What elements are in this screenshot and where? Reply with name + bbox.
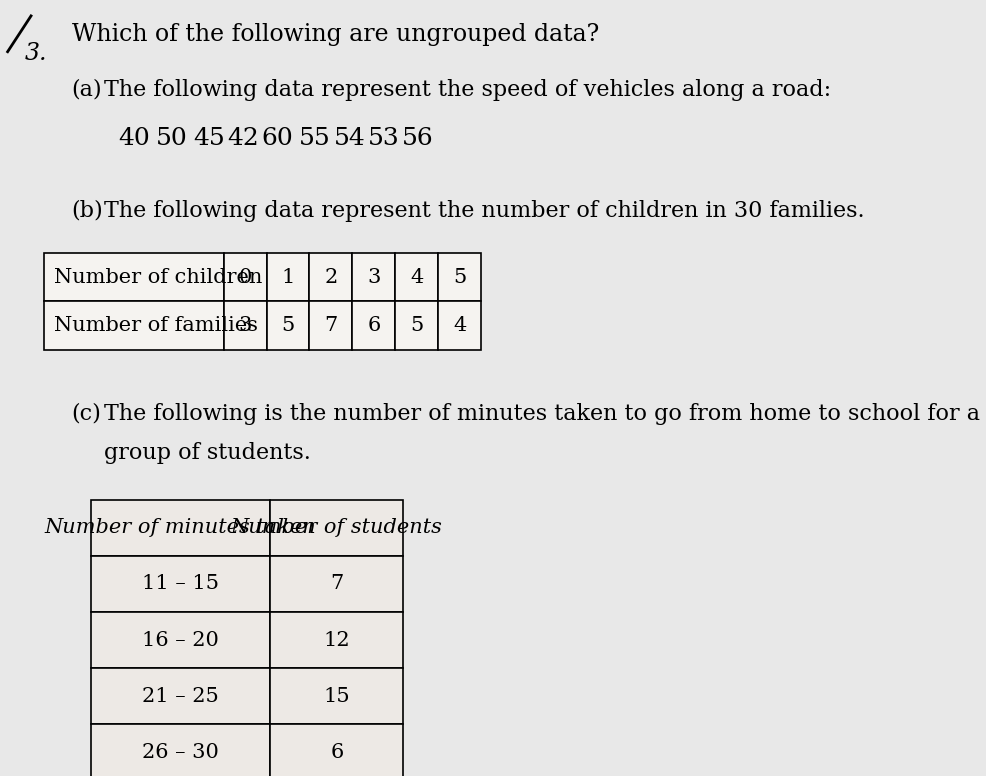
Text: 2: 2: [324, 268, 337, 286]
Text: 42: 42: [228, 127, 259, 151]
FancyBboxPatch shape: [270, 612, 403, 668]
Text: 3: 3: [239, 316, 251, 335]
FancyBboxPatch shape: [224, 301, 266, 350]
Text: Number of children: Number of children: [53, 268, 262, 286]
Text: 4: 4: [453, 316, 466, 335]
Text: 53: 53: [368, 127, 399, 151]
Text: 45: 45: [193, 127, 225, 151]
FancyBboxPatch shape: [224, 253, 266, 301]
Text: The following data represent the number of children in 30 families.: The following data represent the number …: [105, 199, 865, 222]
Text: 50: 50: [156, 127, 187, 151]
FancyBboxPatch shape: [438, 301, 481, 350]
FancyBboxPatch shape: [91, 724, 270, 776]
Text: (b): (b): [72, 199, 104, 222]
Text: 21 – 25: 21 – 25: [142, 687, 219, 705]
Text: 11 – 15: 11 – 15: [142, 574, 219, 594]
Text: Number of families: Number of families: [53, 316, 257, 335]
Text: 4: 4: [410, 268, 423, 286]
FancyBboxPatch shape: [91, 556, 270, 612]
FancyBboxPatch shape: [91, 668, 270, 724]
Text: 6: 6: [367, 316, 381, 335]
Text: 60: 60: [261, 127, 294, 151]
Text: 0: 0: [239, 268, 251, 286]
FancyBboxPatch shape: [270, 668, 403, 724]
FancyBboxPatch shape: [310, 301, 352, 350]
FancyBboxPatch shape: [352, 253, 395, 301]
Text: 6: 6: [330, 743, 343, 762]
Text: 15: 15: [323, 687, 350, 705]
Text: 16 – 20: 16 – 20: [142, 631, 219, 650]
Text: 40: 40: [118, 127, 150, 151]
Text: 3: 3: [367, 268, 381, 286]
Text: 7: 7: [330, 574, 343, 594]
Text: 5: 5: [453, 268, 466, 286]
FancyBboxPatch shape: [266, 253, 310, 301]
Text: 5: 5: [410, 316, 423, 335]
Text: Which of the following are ungrouped data?: Which of the following are ungrouped dat…: [72, 23, 599, 46]
FancyBboxPatch shape: [91, 500, 270, 556]
Text: 1: 1: [281, 268, 295, 286]
Text: group of students.: group of students.: [105, 442, 312, 464]
FancyBboxPatch shape: [395, 253, 438, 301]
Text: 56: 56: [402, 127, 434, 151]
Text: 5: 5: [281, 316, 295, 335]
Text: Number of minutes taken: Number of minutes taken: [45, 518, 317, 537]
FancyBboxPatch shape: [310, 253, 352, 301]
FancyBboxPatch shape: [44, 253, 224, 301]
Text: 7: 7: [324, 316, 337, 335]
Text: The following is the number of minutes taken to go from home to school for a: The following is the number of minutes t…: [105, 403, 980, 425]
FancyBboxPatch shape: [91, 612, 270, 668]
Text: Number of students: Number of students: [231, 518, 443, 537]
Text: 12: 12: [323, 631, 350, 650]
FancyBboxPatch shape: [266, 301, 310, 350]
Text: (a): (a): [72, 79, 103, 101]
Text: 3.: 3.: [25, 42, 47, 65]
FancyBboxPatch shape: [438, 253, 481, 301]
FancyBboxPatch shape: [270, 724, 403, 776]
FancyBboxPatch shape: [44, 301, 224, 350]
Text: The following data represent the speed of vehicles along a road:: The following data represent the speed o…: [105, 79, 831, 101]
FancyBboxPatch shape: [270, 556, 403, 612]
Text: (c): (c): [72, 403, 102, 425]
Text: 26 – 30: 26 – 30: [142, 743, 219, 762]
FancyBboxPatch shape: [352, 301, 395, 350]
FancyBboxPatch shape: [395, 301, 438, 350]
Text: 55: 55: [299, 127, 331, 151]
Text: 54: 54: [333, 127, 365, 151]
FancyBboxPatch shape: [270, 500, 403, 556]
